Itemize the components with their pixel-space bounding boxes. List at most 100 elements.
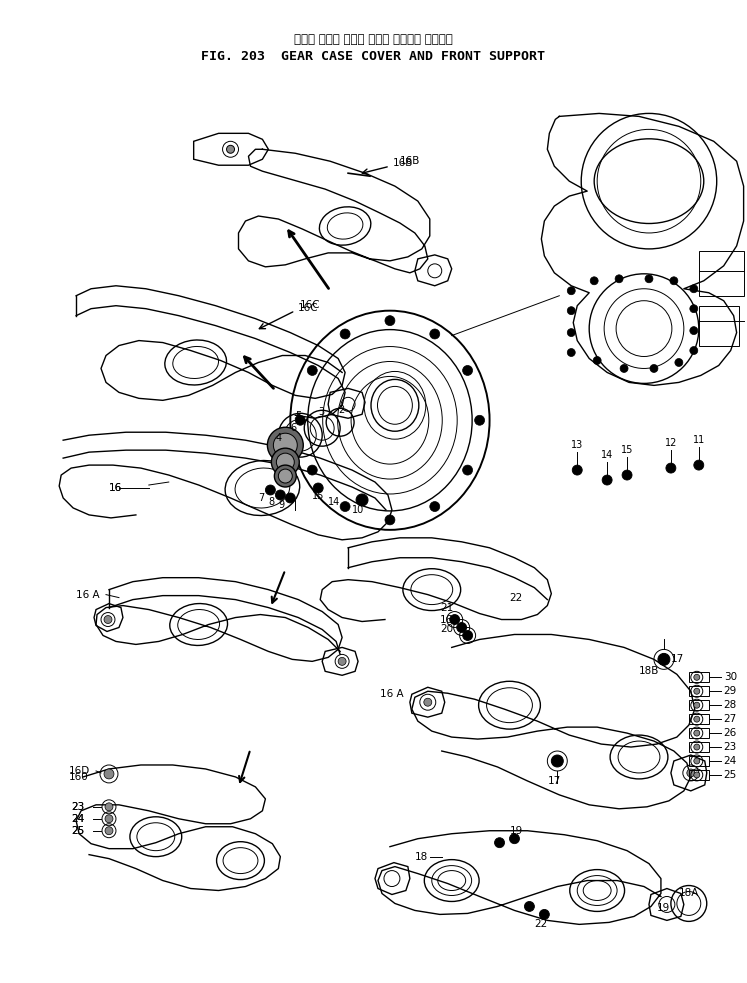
Text: 22: 22 [509,593,523,603]
Circle shape [593,357,601,365]
Text: 14: 14 [328,497,341,507]
Text: 15: 15 [312,491,325,501]
Circle shape [694,688,700,694]
Circle shape [694,674,700,680]
Text: 9: 9 [279,500,285,510]
Circle shape [567,307,575,315]
Circle shape [694,758,700,764]
Text: 4: 4 [276,434,282,443]
Circle shape [462,465,473,475]
Circle shape [694,744,700,750]
Circle shape [572,465,582,475]
Circle shape [338,658,346,665]
Circle shape [274,465,297,487]
Circle shape [356,494,368,506]
Text: 24: 24 [71,814,84,824]
Circle shape [602,475,612,485]
Circle shape [551,755,563,767]
Circle shape [105,815,113,823]
Text: 27: 27 [724,715,737,724]
Text: 14: 14 [601,450,613,460]
Circle shape [285,493,295,503]
Text: 160: 160 [69,772,89,781]
Text: 25: 25 [71,826,84,836]
Text: 17: 17 [548,776,560,786]
Text: 25: 25 [71,826,84,836]
Circle shape [694,702,700,708]
Circle shape [686,769,695,777]
Text: 17: 17 [671,655,684,665]
Circle shape [265,485,276,495]
Circle shape [650,365,658,373]
Text: 7: 7 [258,493,264,503]
Circle shape [424,698,432,706]
Text: 12: 12 [665,438,678,448]
Text: 2: 2 [338,405,344,415]
Circle shape [105,827,113,835]
Circle shape [666,463,676,473]
Text: 16B: 16B [393,158,413,168]
Circle shape [295,415,306,426]
Circle shape [694,460,704,470]
Text: 5: 5 [295,411,302,422]
Circle shape [620,365,628,373]
Text: 16B: 16B [400,156,421,166]
Circle shape [105,803,113,811]
Text: 10: 10 [352,505,365,515]
Text: 16 A: 16 A [76,590,100,600]
Text: 21: 21 [440,603,453,612]
Text: 23: 23 [71,802,84,812]
Circle shape [689,347,698,355]
Circle shape [567,328,575,336]
Circle shape [276,453,294,471]
Circle shape [276,490,285,500]
Text: 16 A: 16 A [380,689,403,699]
Circle shape [658,654,670,665]
Circle shape [271,448,300,476]
Text: 26: 26 [724,728,737,738]
Circle shape [340,329,350,339]
Circle shape [273,434,297,457]
Circle shape [226,145,235,153]
Text: 16C: 16C [300,300,321,310]
Text: 24: 24 [71,814,84,824]
Circle shape [385,316,395,325]
Text: 16C: 16C [298,303,319,313]
Text: 16: 16 [109,483,123,493]
Text: 22: 22 [534,919,548,929]
Text: 6: 6 [291,424,297,434]
Text: 19: 19 [509,826,523,836]
Circle shape [307,465,317,475]
Text: 11: 11 [692,435,705,445]
Circle shape [622,470,632,480]
Text: 15: 15 [621,445,633,455]
Text: ギヤー ケース カバー および フロント サポート: ギヤー ケース カバー および フロント サポート [294,33,453,46]
Circle shape [313,483,323,493]
Circle shape [462,630,473,641]
Circle shape [509,834,519,843]
Circle shape [474,415,485,426]
Circle shape [645,275,653,283]
Text: 13: 13 [571,440,583,450]
Circle shape [450,614,459,624]
Circle shape [675,359,683,367]
Circle shape [385,515,395,525]
Text: 28: 28 [724,700,737,710]
Circle shape [104,615,112,623]
Circle shape [590,277,598,285]
Text: 29: 29 [724,686,737,696]
Text: 3: 3 [318,407,324,418]
Text: 18B: 18B [639,666,660,676]
Text: 30: 30 [724,672,737,682]
Circle shape [694,772,700,778]
Circle shape [279,469,292,483]
Circle shape [694,730,700,736]
Circle shape [689,285,698,293]
Text: 20: 20 [440,624,453,634]
Text: FIG. 203  GEAR CASE COVER AND FRONT SUPPORT: FIG. 203 GEAR CASE COVER AND FRONT SUPPO… [201,50,545,63]
Text: 24: 24 [724,756,737,766]
Text: 23: 23 [71,802,84,812]
Circle shape [462,366,473,376]
Circle shape [694,717,700,723]
Text: 18A: 18A [679,889,699,898]
